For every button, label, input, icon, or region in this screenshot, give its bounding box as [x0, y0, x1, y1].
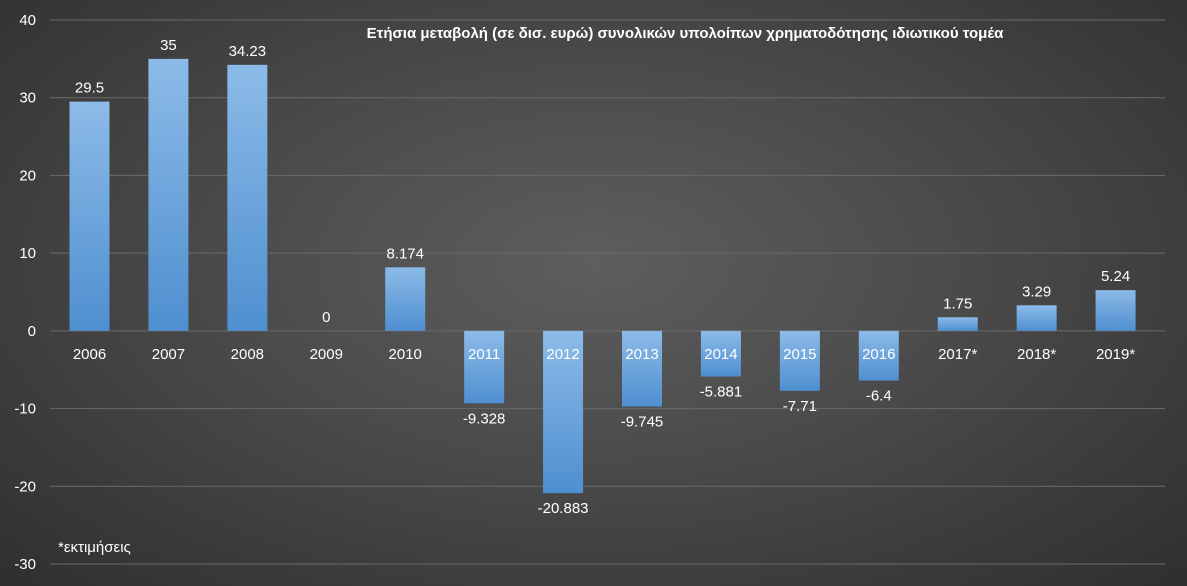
data-label: 35 — [160, 37, 177, 54]
data-label: -6.4 — [866, 388, 892, 405]
bar — [700, 330, 741, 377]
bar — [69, 101, 110, 331]
data-label: -20.883 — [538, 500, 589, 517]
category-label: 2013 — [625, 346, 658, 363]
category-label: 2015 — [783, 346, 816, 363]
bar — [1095, 290, 1136, 331]
data-label: 8.174 — [386, 245, 424, 262]
y-tick-label: -30 — [14, 556, 36, 573]
gridlines — [50, 19, 1165, 565]
bars — [69, 58, 1136, 494]
y-tick-label: 40 — [19, 12, 36, 29]
data-labels: 29.5 35 34.23 0 8.174 -9.328 -20.883 -9.745 -5.8… — [75, 37, 1130, 517]
category-label: 2009 — [310, 346, 343, 363]
bar — [779, 330, 820, 391]
category-label: 2010 — [389, 346, 422, 363]
bar — [227, 64, 268, 331]
y-tick-label: -10 — [14, 401, 36, 418]
y-tick-label: -20 — [14, 478, 36, 495]
category-label: 2012 — [546, 346, 579, 363]
y-tick-label: 10 — [19, 245, 36, 262]
bar — [464, 330, 505, 404]
bar — [937, 317, 978, 331]
footnote: *εκτιμήσεις — [58, 539, 131, 556]
data-label: 3.29 — [1022, 283, 1051, 300]
category-label: 2018* — [1017, 346, 1056, 363]
category-label: 2006 — [73, 346, 106, 363]
data-label: -5.881 — [700, 384, 743, 401]
category-label: 2014 — [704, 346, 737, 363]
category-label: 2017* — [938, 346, 977, 363]
data-label: 34.23 — [229, 43, 267, 60]
y-axis-tick-labels: 40 30 20 10 0 -10 -20 -30 — [14, 12, 36, 573]
data-label: 1.75 — [943, 295, 972, 312]
category-label: 2016 — [862, 346, 895, 363]
y-tick-label: 30 — [19, 90, 36, 107]
data-label: 5.24 — [1101, 268, 1130, 285]
data-label: -7.71 — [783, 398, 817, 415]
category-label: 2008 — [231, 346, 264, 363]
bar — [1016, 305, 1057, 331]
data-label: 29.5 — [75, 80, 104, 97]
data-label: -9.745 — [621, 414, 664, 431]
data-label: -9.328 — [463, 410, 506, 427]
bar — [858, 330, 899, 381]
bar — [622, 330, 662, 407]
y-tick-label: 20 — [19, 167, 36, 184]
bar — [148, 58, 189, 331]
bar — [543, 330, 584, 494]
bar — [385, 267, 426, 331]
category-label: 2007 — [152, 346, 185, 363]
y-tick-label: 0 — [28, 323, 36, 340]
category-label: 2019* — [1096, 346, 1135, 363]
category-label: 2011 — [468, 346, 500, 363]
chart-title: Ετήσια μεταβολή (σε δισ. ευρώ) συνολικών… — [367, 25, 1004, 42]
data-label: 0 — [322, 309, 330, 326]
category-labels: 2006 2007 2008 2009 2010 2011 2012 2013 2014 2015… — [73, 346, 1136, 363]
